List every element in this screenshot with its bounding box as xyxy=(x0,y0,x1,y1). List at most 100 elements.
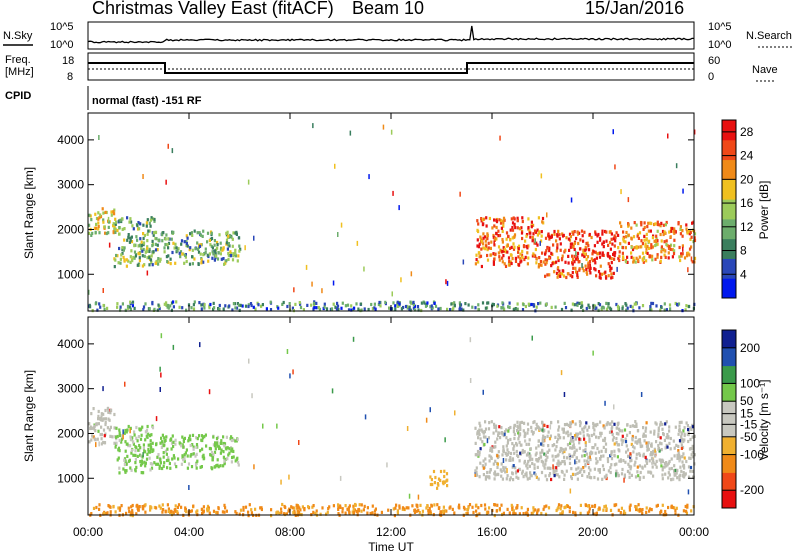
scatter-cell xyxy=(557,463,560,467)
scatter-cell xyxy=(526,511,529,515)
scatter-cell xyxy=(125,469,128,473)
scatter-cell xyxy=(148,221,151,225)
scatter-cell xyxy=(641,242,644,246)
scatter-cell xyxy=(484,507,487,511)
scatter-cell xyxy=(115,220,118,224)
scatter-cell xyxy=(239,303,242,307)
scatter-cell xyxy=(135,235,138,239)
scatter-cell xyxy=(479,461,482,465)
scatter-cell xyxy=(567,261,570,265)
scatter-cell xyxy=(489,468,492,472)
scatter-cell xyxy=(492,303,495,307)
scatter-cell xyxy=(654,421,657,425)
scatter-cell xyxy=(680,436,683,440)
scatter-cell xyxy=(584,503,587,507)
scatter-cell xyxy=(607,305,610,309)
scatter-cell xyxy=(202,260,205,264)
scatter-cell xyxy=(215,436,219,441)
scatter-cell xyxy=(662,433,665,437)
scatter-cell xyxy=(656,222,659,226)
scatter-cell xyxy=(340,306,343,310)
scatter-cell xyxy=(651,236,654,240)
scatter-cell xyxy=(176,505,179,509)
scatter-cell xyxy=(635,246,638,250)
scatter-cell xyxy=(387,508,390,512)
scatter-cell xyxy=(121,302,124,306)
scatter-cell xyxy=(688,456,691,460)
scatter-cell xyxy=(571,275,574,279)
scatter-cell xyxy=(130,451,133,455)
date-label: 15/Jan/2016 xyxy=(585,0,684,18)
scatter-cell xyxy=(159,461,162,465)
speckle-cell xyxy=(339,475,342,481)
speckle-cell xyxy=(410,271,413,277)
scatter-cell xyxy=(439,478,442,483)
scatter-cell xyxy=(519,252,522,256)
scatter-cell xyxy=(166,260,169,264)
scatter-cell xyxy=(142,232,145,236)
scatter-cell xyxy=(109,510,112,514)
scatter-cell xyxy=(472,510,475,515)
scatter-cell xyxy=(423,301,426,305)
scatter-cell xyxy=(171,434,174,438)
scatter-cell xyxy=(638,231,642,235)
scatter-cell xyxy=(238,236,241,240)
scatter-cell xyxy=(134,449,137,453)
speckle-cell xyxy=(102,386,104,392)
speckle-cell xyxy=(581,263,583,268)
scatter-cell xyxy=(686,231,689,235)
scatter-cell xyxy=(118,226,121,230)
scatter-cell xyxy=(106,511,109,515)
scatter-cell xyxy=(564,447,567,451)
velocity-cells xyxy=(88,333,696,518)
scatter-cell xyxy=(514,471,518,475)
scatter-cell xyxy=(668,244,671,249)
speckle-cell xyxy=(199,342,201,348)
speckle-cell xyxy=(244,245,246,251)
scatter-cell xyxy=(112,222,115,226)
scatter-cell xyxy=(222,441,226,446)
scatter-cell xyxy=(630,442,633,446)
scatter-cell xyxy=(408,305,411,309)
scatter-cell xyxy=(170,441,174,445)
scatter-cell xyxy=(332,302,335,306)
scatter-cell xyxy=(511,221,515,225)
scatter-cell xyxy=(106,426,109,430)
scatter-cell xyxy=(625,444,628,448)
scatter-cell xyxy=(226,446,229,450)
scatter-cell xyxy=(114,258,117,262)
scatter-cell xyxy=(641,444,644,448)
scatter-cell xyxy=(547,444,550,448)
scatter-cell xyxy=(571,436,574,440)
scatter-cell xyxy=(92,506,96,510)
scatter-cell xyxy=(622,239,625,243)
scatter-cell xyxy=(654,462,657,466)
scatter-cell xyxy=(429,510,432,514)
scatter-cell xyxy=(577,466,580,470)
scatter-cell xyxy=(120,253,123,257)
scatter-cell xyxy=(575,456,578,460)
scatter-cell xyxy=(398,506,401,510)
scatter-cell xyxy=(350,304,353,308)
scatter-cell xyxy=(489,246,492,250)
scatter-cell xyxy=(615,462,618,466)
scatter-cell xyxy=(520,506,523,510)
scatter-cell xyxy=(509,228,512,232)
scatter-cell xyxy=(509,456,512,460)
scatter-cell xyxy=(593,505,596,509)
scatter-cell xyxy=(128,240,131,244)
scatter-cell xyxy=(439,469,443,474)
scatter-cell xyxy=(529,447,532,451)
scatter-cell xyxy=(606,459,610,464)
scatter-cell xyxy=(609,247,612,251)
scatter-cell xyxy=(506,452,509,456)
scatter-cell xyxy=(532,303,535,307)
scatter-cell xyxy=(270,508,273,512)
beam-label: Beam 10 xyxy=(352,0,424,18)
scatter-cell xyxy=(185,448,188,452)
scatter-cell xyxy=(127,235,130,239)
scatter-cell xyxy=(599,264,602,268)
scatter-cell xyxy=(228,447,231,451)
scatter-cell xyxy=(107,225,110,229)
scatter-cell xyxy=(534,427,537,431)
